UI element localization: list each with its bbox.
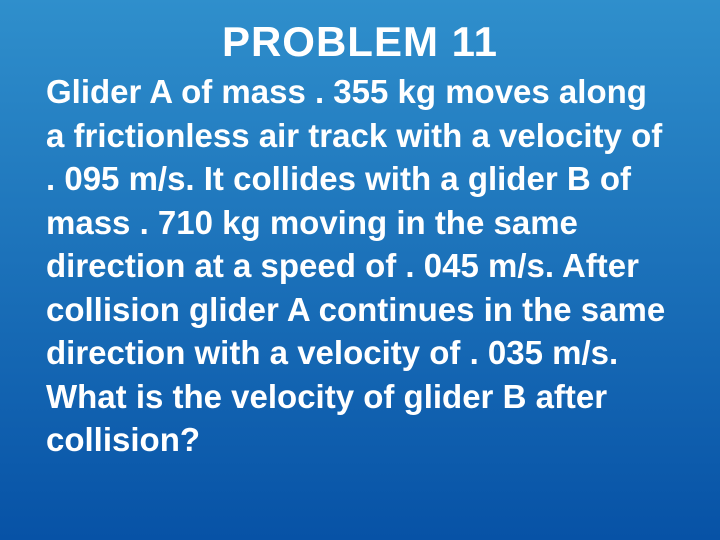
slide-title: PROBLEM 11: [32, 18, 688, 66]
slide: PROBLEM 11 Glider A of mass . 355 kg mov…: [0, 0, 720, 540]
slide-body-text: Glider A of mass . 355 kg moves along a …: [32, 70, 688, 462]
